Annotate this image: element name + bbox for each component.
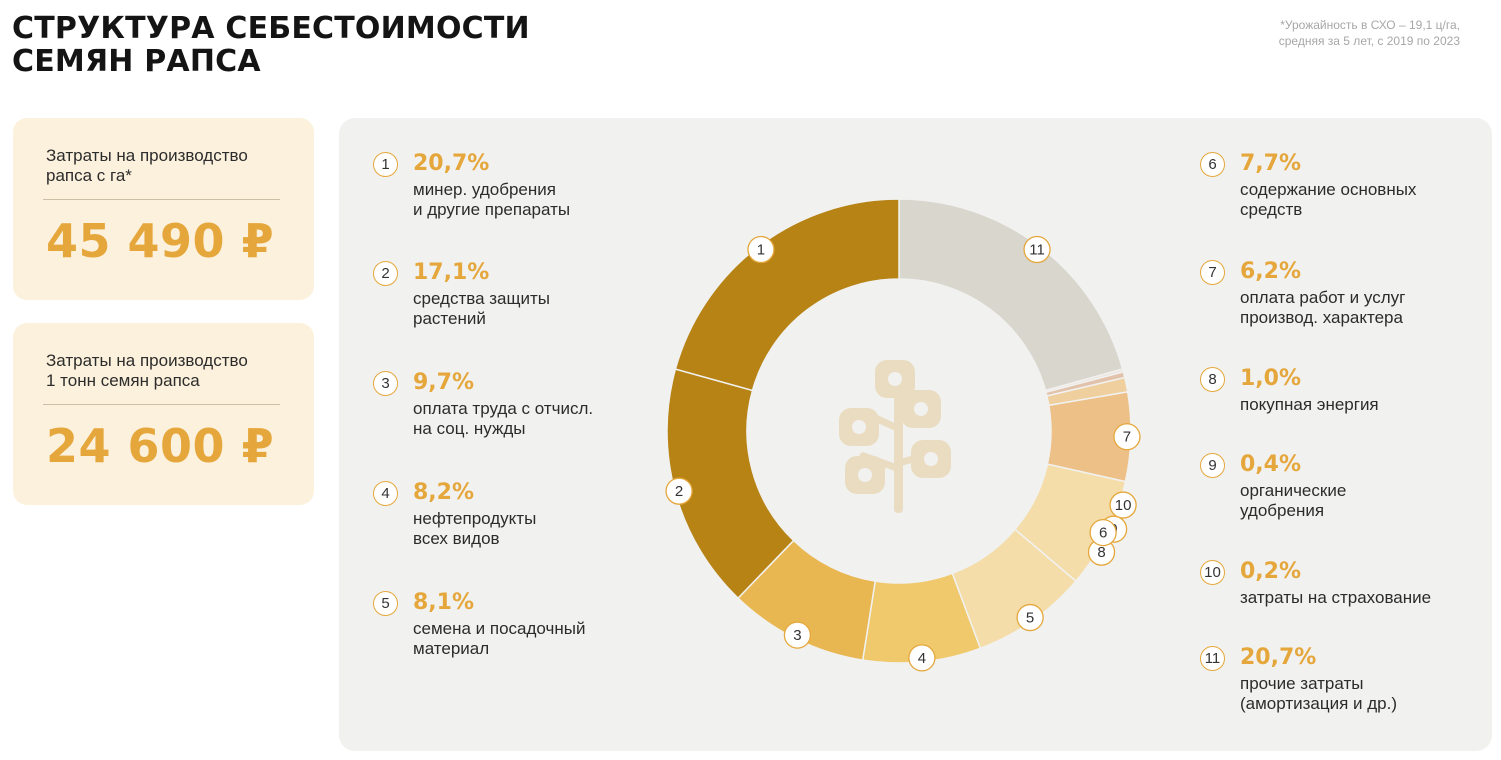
footnote-line-1: *Урожайность в СХО – 19,1 ц/га,	[1280, 18, 1460, 32]
card-label: Затраты на производство 1 тонн семян рап…	[46, 351, 248, 391]
legend-percent: 6,2%	[1240, 259, 1302, 284]
legend-number-badge: 10	[1200, 560, 1225, 585]
legend-description-line-2: средств	[1240, 200, 1303, 219]
legend-description-line-1: семена и посадочный	[413, 619, 586, 638]
slice-label-7: 7	[1113, 423, 1141, 451]
legend-description-line-1: органические	[1240, 481, 1347, 500]
svg-text:3: 3	[793, 627, 801, 644]
legend-percent: 9,7%	[413, 370, 475, 395]
legend-description-line-1: оплата работ и услуг	[1240, 288, 1406, 307]
svg-text:8: 8	[1097, 544, 1105, 561]
card-label-line-2: рапса с га*	[46, 166, 132, 185]
legend-description: прочие затраты (амортизация и др.)	[1240, 674, 1397, 714]
donut-chart: 1110987654321	[665, 198, 1141, 672]
legend-percent: 8,1%	[413, 590, 475, 615]
slice-label-4: 4	[908, 644, 936, 672]
legend-description-line-1: содержание основных	[1240, 180, 1417, 199]
legend-description-line-2: растений	[413, 309, 486, 328]
svg-text:7: 7	[1123, 429, 1131, 446]
donut-slices	[666, 198, 1132, 664]
legend-description: средства защиты растений	[413, 289, 550, 329]
slice-labels: 1110987654321	[665, 235, 1141, 672]
legend-description-line-1: средства защиты	[413, 289, 550, 308]
legend-description: оплата труда с отчисл. на соц. нужды	[413, 399, 593, 439]
donut-slice-1	[674, 198, 900, 392]
legend-description-line-2: и другие препараты	[413, 200, 571, 219]
legend-description: затраты на страхование	[1240, 588, 1431, 608]
legend-description: семена и посадочный материал	[413, 619, 585, 659]
legend-number-badge: 9	[1200, 453, 1225, 478]
legend-percent: 20,7%	[413, 151, 490, 176]
yield-footnote: *Урожайность в СХО – 19,1 ц/га, средняя …	[1279, 17, 1460, 49]
legend-number-badge: 7	[1200, 260, 1225, 285]
svg-text:2: 2	[675, 483, 683, 500]
slice-label-2: 2	[665, 477, 693, 505]
legend-description: минер. удобрения и другие препараты	[413, 180, 570, 220]
legend-number-badge: 6	[1200, 152, 1225, 177]
title-line-1: СТРУКТУРА СЕБЕСТОИМОСТИ	[12, 11, 530, 46]
legend-percent: 8,2%	[413, 480, 475, 505]
rapeseed-plant-icon	[839, 360, 951, 513]
legend-percent: 0,4%	[1240, 452, 1302, 477]
card-label: Затраты на производство рапса с га*	[46, 146, 248, 186]
card-label-line-1: Затраты на производство	[46, 351, 248, 370]
legend-number-badge: 3	[373, 371, 398, 396]
slice-label-5: 5	[1016, 603, 1044, 632]
svg-text:10: 10	[1115, 497, 1132, 514]
legend-percent: 7,7%	[1240, 151, 1302, 176]
footnote-line-2: средняя за 5 лет, с 2019 по 2023	[1278, 34, 1460, 48]
svg-text:11: 11	[1029, 242, 1045, 259]
legend-percent: 1,0%	[1240, 366, 1302, 391]
card-label-line-2: 1 тонн семян рапса	[46, 371, 200, 390]
legend-description-line-2: производ. характера	[1240, 308, 1403, 327]
legend-description-line-1: оплата труда с отчисл.	[413, 399, 594, 418]
legend-description: содержание основных средств	[1240, 180, 1416, 220]
slice-label-1: 1	[747, 235, 775, 264]
donut-slice-11	[898, 198, 1124, 392]
legend-description-line-2: материал	[413, 639, 490, 658]
legend-percent: 20,7%	[1240, 645, 1317, 670]
chart-panel: 1 20,7% минер. удобрения и другие препараты…	[339, 118, 1492, 751]
card-label-line-1: Затраты на производство	[46, 146, 248, 165]
legend-number-badge: 5	[373, 591, 398, 616]
legend-number-badge: 4	[373, 481, 398, 506]
legend-number-badge: 2	[373, 261, 398, 286]
legend-description-line-1: покупная энергия	[1240, 395, 1379, 414]
slice-label-10: 10	[1109, 491, 1137, 519]
legend-description: органические удобрения	[1240, 481, 1346, 521]
svg-text:5: 5	[1026, 610, 1034, 627]
legend-percent: 0,2%	[1240, 559, 1302, 584]
legend-percent: 17,1%	[413, 260, 490, 285]
legend-description-line-1: затраты на страхование	[1240, 588, 1432, 607]
card-value: 24 600 ₽	[46, 419, 275, 473]
slice-label-3: 3	[783, 621, 812, 649]
legend-number-badge: 11	[1200, 646, 1225, 671]
card-divider	[43, 199, 280, 200]
svg-text:4: 4	[918, 650, 926, 667]
cost-per-tonne-card: Затраты на производство 1 тонн семян рап…	[13, 323, 314, 505]
legend-number-badge: 8	[1200, 367, 1225, 392]
legend-number-badge: 1	[373, 152, 398, 177]
legend-description-line-2: на соц. нужды	[413, 419, 526, 438]
legend-description-line-1: минер. удобрения	[413, 180, 556, 199]
legend-description-line-2: удобрения	[1240, 501, 1325, 520]
legend-description-line-1: прочие затраты	[1240, 674, 1364, 693]
title-line-2: СЕМЯН РАПСА	[12, 44, 261, 79]
card-divider	[43, 404, 280, 405]
legend-description-line-2: всех видов	[413, 529, 500, 548]
legend-description-line-1: нефтепродукты	[413, 509, 537, 528]
card-value: 45 490 ₽	[46, 214, 275, 268]
page-title: СТРУКТУРА СЕБЕСТОИМОСТИ СЕМЯН РАПСА	[12, 12, 530, 78]
legend-description: нефтепродукты всех видов	[413, 509, 536, 549]
slice-label-6: 6	[1089, 518, 1117, 547]
cost-per-hectare-card: Затраты на производство рапса с га* 45 4…	[13, 118, 314, 300]
slice-label-11: 11	[1023, 235, 1051, 264]
legend-description: оплата работ и услуг производ. характера	[1240, 288, 1405, 328]
legend-description-line-2: (амортизация и др.)	[1240, 694, 1398, 713]
legend-description: покупная энергия	[1240, 395, 1379, 415]
svg-text:1: 1	[757, 242, 765, 259]
svg-text:6: 6	[1099, 525, 1107, 542]
